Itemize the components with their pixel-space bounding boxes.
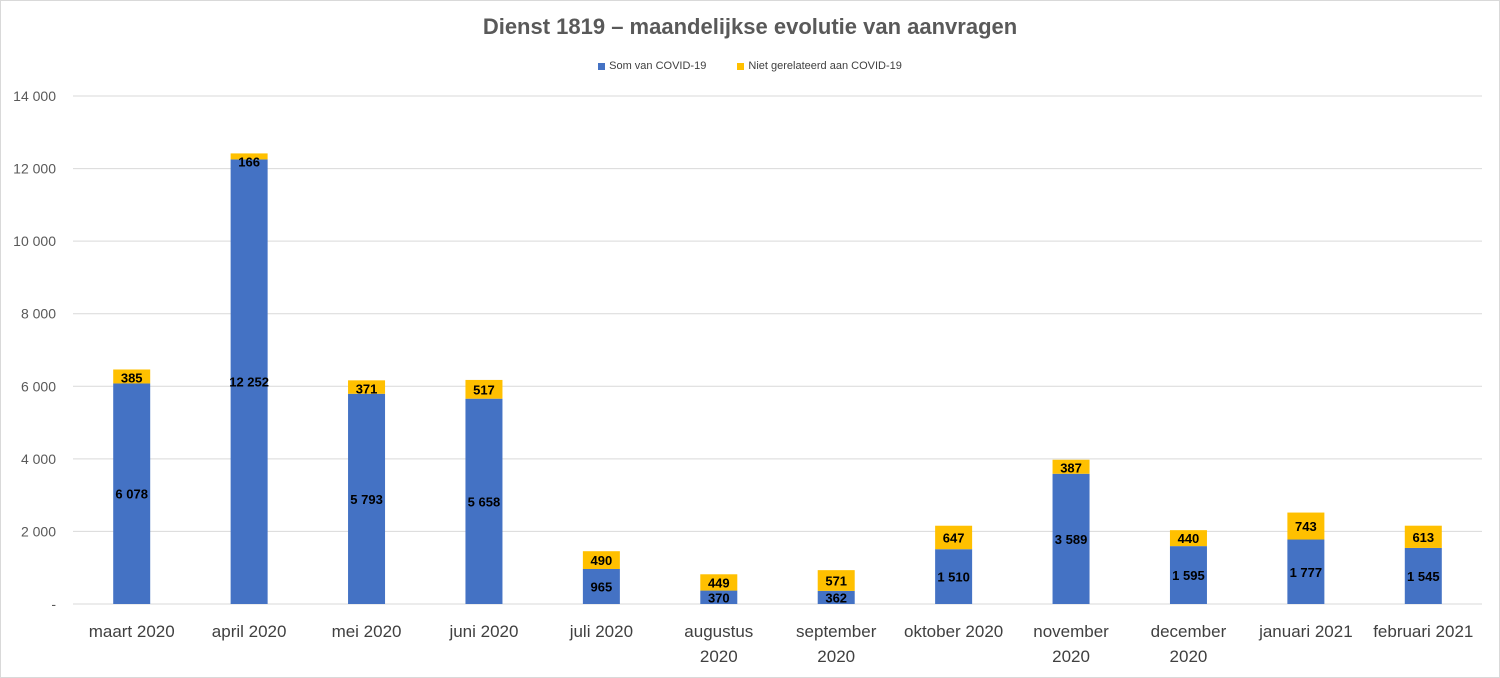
bar-non-covid [700,574,738,591]
bar-covid [348,393,386,604]
bar-covid [465,398,503,604]
data-label-non-covid: 571 [825,574,847,589]
y-tick-label: - [51,596,56,612]
x-tick-label: maart 2020 [89,622,175,641]
data-label-covid: 12 252 [229,375,269,390]
data-label-non-covid: 613 [1412,530,1434,545]
data-label-covid: 1 510 [937,570,970,585]
y-tick-label: 2 000 [21,523,56,539]
data-label-non-covid: 440 [1178,531,1200,546]
bar-covid [817,590,855,604]
x-tick-label: mei 2020 [332,622,402,641]
y-tick-label: 4 000 [21,451,56,467]
data-label-non-covid: 385 [121,370,143,385]
x-tick-label: april 2020 [212,622,287,641]
bar-non-covid [582,551,620,569]
y-tick-label: 12 000 [13,161,56,177]
bar-covid [935,549,973,604]
x-tick-label: 2020 [1052,647,1090,666]
legend: Som van COVID-19 Niet gerelateerd aan CO… [0,60,1500,72]
y-tick-label: 6 000 [21,378,56,394]
data-label-non-covid: 490 [591,553,613,568]
bar-non-covid [465,379,503,399]
data-label-covid: 1 777 [1290,565,1323,580]
x-tick-label: september [796,622,877,641]
x-tick-label: 2020 [1170,647,1208,666]
x-tick-label: februari 2021 [1373,622,1473,641]
legend-label-non-covid: Niet gerelateerd aan COVID-19 [748,60,902,73]
data-label-covid: 370 [708,590,730,605]
bar-non-covid [230,153,268,160]
data-label-non-covid: 387 [1060,461,1082,476]
data-label-covid: 5 793 [350,492,383,507]
x-tick-label: oktober 2020 [904,622,1003,641]
data-label-non-covid: 647 [943,530,965,545]
legend-item-covid: Som van COVID-19 [598,60,706,72]
data-label-non-covid: 449 [708,575,730,590]
bar-non-covid [1287,512,1325,540]
x-tick-label: 2020 [700,647,738,666]
chart-title: Dienst 1819 – maandelijkse evolutie van … [482,14,1018,39]
bar-covid [230,159,268,604]
bar-covid [1052,473,1090,604]
legend-swatch-non-covid [737,62,745,70]
bar-covid [1404,547,1442,604]
bar-covid [582,568,620,604]
data-label-covid: 1 545 [1407,569,1440,584]
data-label-covid: 5 658 [468,494,501,509]
data-label-non-covid: 371 [356,381,378,396]
legend-label-covid: Som van COVID-19 [609,60,707,73]
bar-non-covid [935,525,973,550]
legend-swatch-covid [598,62,606,70]
y-tick-label: 14 000 [13,88,56,104]
bar-covid [1169,546,1207,604]
bar-covid [113,383,151,604]
bar-non-covid [1404,525,1442,548]
bar-non-covid [348,380,386,394]
data-label-covid: 1 595 [1172,568,1205,583]
data-label-non-covid: 166 [238,154,260,169]
y-tick-label: 8 000 [21,306,56,322]
x-tick-label: juli 2020 [569,622,633,641]
bar-non-covid [1169,530,1207,547]
x-tick-label: 2020 [817,647,855,666]
y-tick-label: 10 000 [13,233,56,249]
data-label-covid: 3 589 [1055,532,1088,547]
data-label-covid: 362 [825,590,847,605]
x-tick-label: januari 2021 [1258,622,1353,641]
data-label-covid: 965 [591,579,613,594]
data-label-covid: 6 078 [115,487,148,502]
bar-non-covid [817,570,855,591]
x-tick-label: augustus [684,622,753,641]
x-tick-label: november [1033,622,1109,641]
bar-covid [1287,539,1325,604]
bar-non-covid [113,369,151,384]
data-label-non-covid: 517 [473,382,495,397]
data-label-non-covid: 743 [1295,519,1317,534]
legend-item-non-covid: Niet gerelateerd aan COVID-19 [737,60,902,73]
bar-covid [700,590,738,604]
bar-non-covid [1052,459,1090,474]
x-tick-label: december [1151,622,1227,641]
x-tick-label: juni 2020 [448,622,518,641]
